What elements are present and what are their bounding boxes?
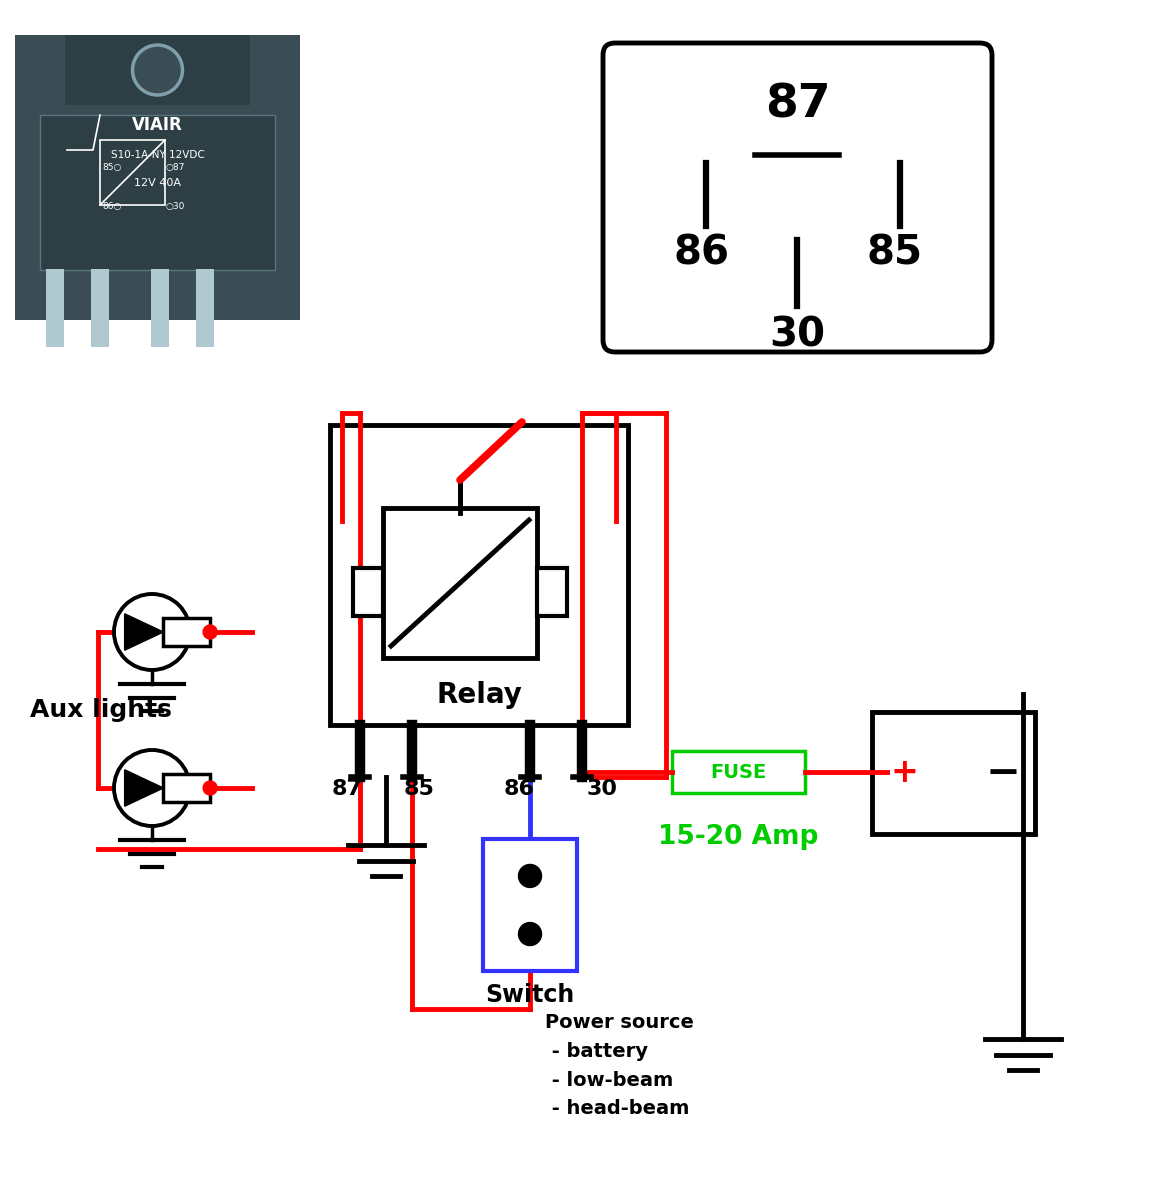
Text: 30: 30: [587, 779, 618, 799]
Circle shape: [204, 781, 218, 795]
Circle shape: [113, 750, 190, 826]
Text: VIAIR: VIAIR: [132, 116, 183, 135]
Bar: [672, 750, 805, 793]
Text: +: +: [890, 756, 918, 789]
Text: 87: 87: [765, 83, 831, 127]
Text: Aux lights: Aux lights: [30, 699, 172, 722]
Text: −: −: [985, 752, 1020, 794]
Text: 85: 85: [404, 779, 435, 799]
Text: ○30: ○30: [165, 203, 185, 211]
Text: 87: 87: [332, 779, 363, 799]
FancyBboxPatch shape: [603, 42, 992, 352]
Text: 85○: 85○: [103, 163, 122, 171]
Bar: [91, 269, 109, 347]
Text: ○87: ○87: [165, 163, 185, 171]
Circle shape: [518, 923, 542, 945]
Bar: [383, 509, 537, 658]
Bar: [66, 35, 250, 105]
FancyBboxPatch shape: [15, 35, 300, 320]
Text: Power source
 - battery
 - low-beam
 - head-beam: Power source - battery - low-beam - head…: [545, 1012, 694, 1119]
Text: 86: 86: [673, 234, 729, 274]
Text: 30: 30: [770, 316, 826, 356]
Text: 86○: 86○: [103, 203, 122, 211]
Circle shape: [204, 625, 218, 640]
Bar: [537, 568, 567, 616]
Text: Relay: Relay: [436, 681, 522, 709]
Text: Switch: Switch: [486, 983, 574, 1007]
Text: FUSE: FUSE: [710, 762, 766, 781]
Bar: [872, 712, 1035, 834]
Bar: [197, 269, 214, 347]
Polygon shape: [125, 769, 164, 806]
Bar: [99, 140, 165, 205]
Bar: [353, 568, 383, 616]
Text: 86: 86: [504, 779, 535, 799]
Circle shape: [132, 45, 183, 96]
Bar: [46, 269, 64, 347]
Bar: [163, 618, 211, 645]
Circle shape: [113, 594, 190, 670]
Polygon shape: [125, 614, 164, 650]
Text: 12V 40A: 12V 40A: [135, 178, 181, 188]
Text: 85: 85: [867, 234, 923, 274]
Bar: [163, 774, 211, 801]
Bar: [483, 839, 577, 971]
Text: 15-20 Amp: 15-20 Amp: [659, 824, 819, 850]
Bar: [151, 269, 168, 347]
Bar: [40, 114, 275, 270]
Text: S10-1A-NY 12VDC: S10-1A-NY 12VDC: [111, 150, 205, 160]
Bar: [330, 425, 628, 725]
Circle shape: [518, 865, 542, 887]
